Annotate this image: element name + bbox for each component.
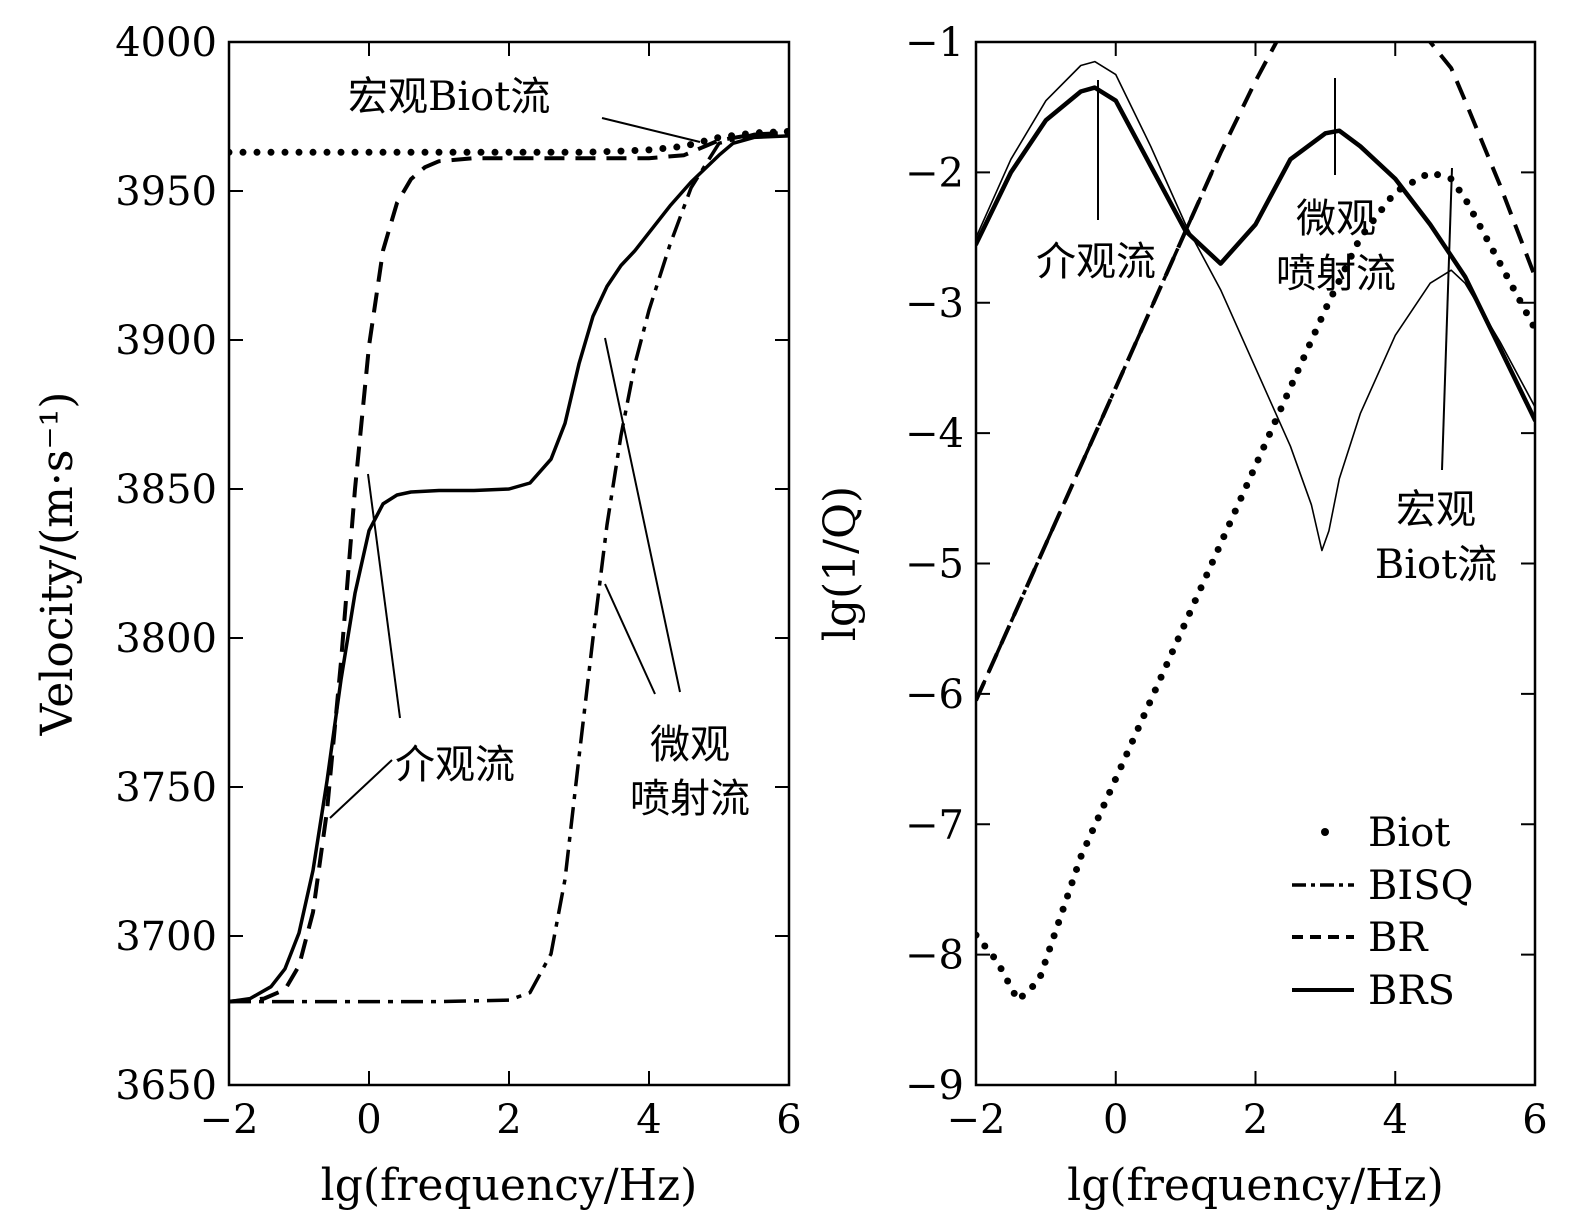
annotation-label: 喷射流 — [630, 776, 750, 822]
x-tick-label: 4 — [636, 1097, 661, 1143]
annotation-leader-line — [329, 759, 393, 819]
y-tick-label: 3950 — [115, 169, 217, 215]
x-axis-label: lg(frequency/Hz) — [1067, 1160, 1444, 1211]
y-tick-label: 3650 — [115, 1063, 217, 1109]
legend-label-br: BR — [1368, 915, 1429, 961]
annotation-label: Biot流 — [1375, 542, 1497, 588]
annotation-leader-line — [367, 473, 401, 719]
annotation-label: 宏观Biot流 — [348, 74, 550, 120]
y-tick-label: 3850 — [115, 467, 217, 513]
x-axis-label: lg(frequency/Hz) — [321, 1160, 698, 1211]
y-tick-label: −8 — [905, 933, 964, 979]
y-tick-label: −1 — [905, 20, 964, 66]
y-tick-label: 3750 — [115, 765, 217, 811]
y-tick-label: −5 — [905, 542, 964, 588]
x-tick-label: 4 — [1383, 1097, 1408, 1143]
series-biot — [229, 127, 789, 156]
y-tick-label: 3900 — [115, 318, 217, 364]
annotation-leader-line — [604, 583, 656, 695]
legend-label-biot: Biot — [1368, 810, 1450, 856]
annotation-label: 介观流 — [395, 742, 515, 788]
y-tick-label: −7 — [905, 802, 964, 848]
y-tick-label: −2 — [905, 150, 964, 196]
annotation-leader-line — [604, 337, 681, 693]
y-axis-label: Velocity/(m·s⁻¹) — [32, 392, 83, 737]
x-tick-label: 2 — [1243, 1097, 1268, 1143]
x-tick-label: −2 — [200, 1097, 259, 1143]
y-tick-label: 3700 — [115, 914, 217, 960]
series-bisq — [229, 131, 789, 1004]
annotation-label: 微观 — [1296, 196, 1376, 242]
attenuation-chart: −2 0 2 4 6 −9 −8 −7 −6 −5 −4 −3 −2 −1 lg(frequency/Hz)… — [815, 20, 1548, 1211]
y-tick-label: −3 — [905, 281, 964, 327]
annotation-leader-line — [601, 117, 701, 143]
series-curve-4 — [976, 60, 1535, 552]
x-tick-label: 6 — [776, 1097, 801, 1143]
y-tick-label: 3800 — [115, 616, 217, 662]
annotation-label: 介观流 — [1036, 239, 1156, 285]
legend: Biot BISQ BR BRS — [1292, 810, 1473, 1014]
x-tick-label: 6 — [1522, 1097, 1547, 1143]
legend-label-bisq: BISQ — [1368, 863, 1473, 909]
series-br — [976, 42, 1535, 702]
x-tick-label: −2 — [947, 1097, 1006, 1143]
y-tick-label: 4000 — [115, 20, 217, 66]
velocity-chart: −2 0 2 4 6 3650 3700 3750 3800 3850 3900 3950 4000 lg… — [32, 20, 802, 1211]
annotation-label: 宏观 — [1396, 487, 1476, 533]
series-brs — [229, 134, 789, 1004]
x-tick-label: 2 — [496, 1097, 521, 1143]
annotation-label: 喷射流 — [1276, 251, 1396, 297]
y-tick-label: −9 — [905, 1063, 964, 1109]
x-tick-label: 0 — [356, 1097, 381, 1143]
annotation-label: 微观 — [650, 722, 730, 768]
series-brs — [976, 85, 1535, 423]
plot-frame — [227, 40, 791, 1087]
legend-marker-biot — [1321, 828, 1329, 836]
y-tick-label: −4 — [905, 411, 964, 457]
y-axis-label: lg(1/Q) — [815, 486, 866, 641]
y-tick-label: −6 — [905, 672, 964, 718]
legend-label-brs: BRS — [1368, 968, 1455, 1014]
series-br — [229, 130, 789, 1004]
x-tick-label: 0 — [1103, 1097, 1128, 1143]
annotation-leader-line — [1441, 167, 1453, 471]
